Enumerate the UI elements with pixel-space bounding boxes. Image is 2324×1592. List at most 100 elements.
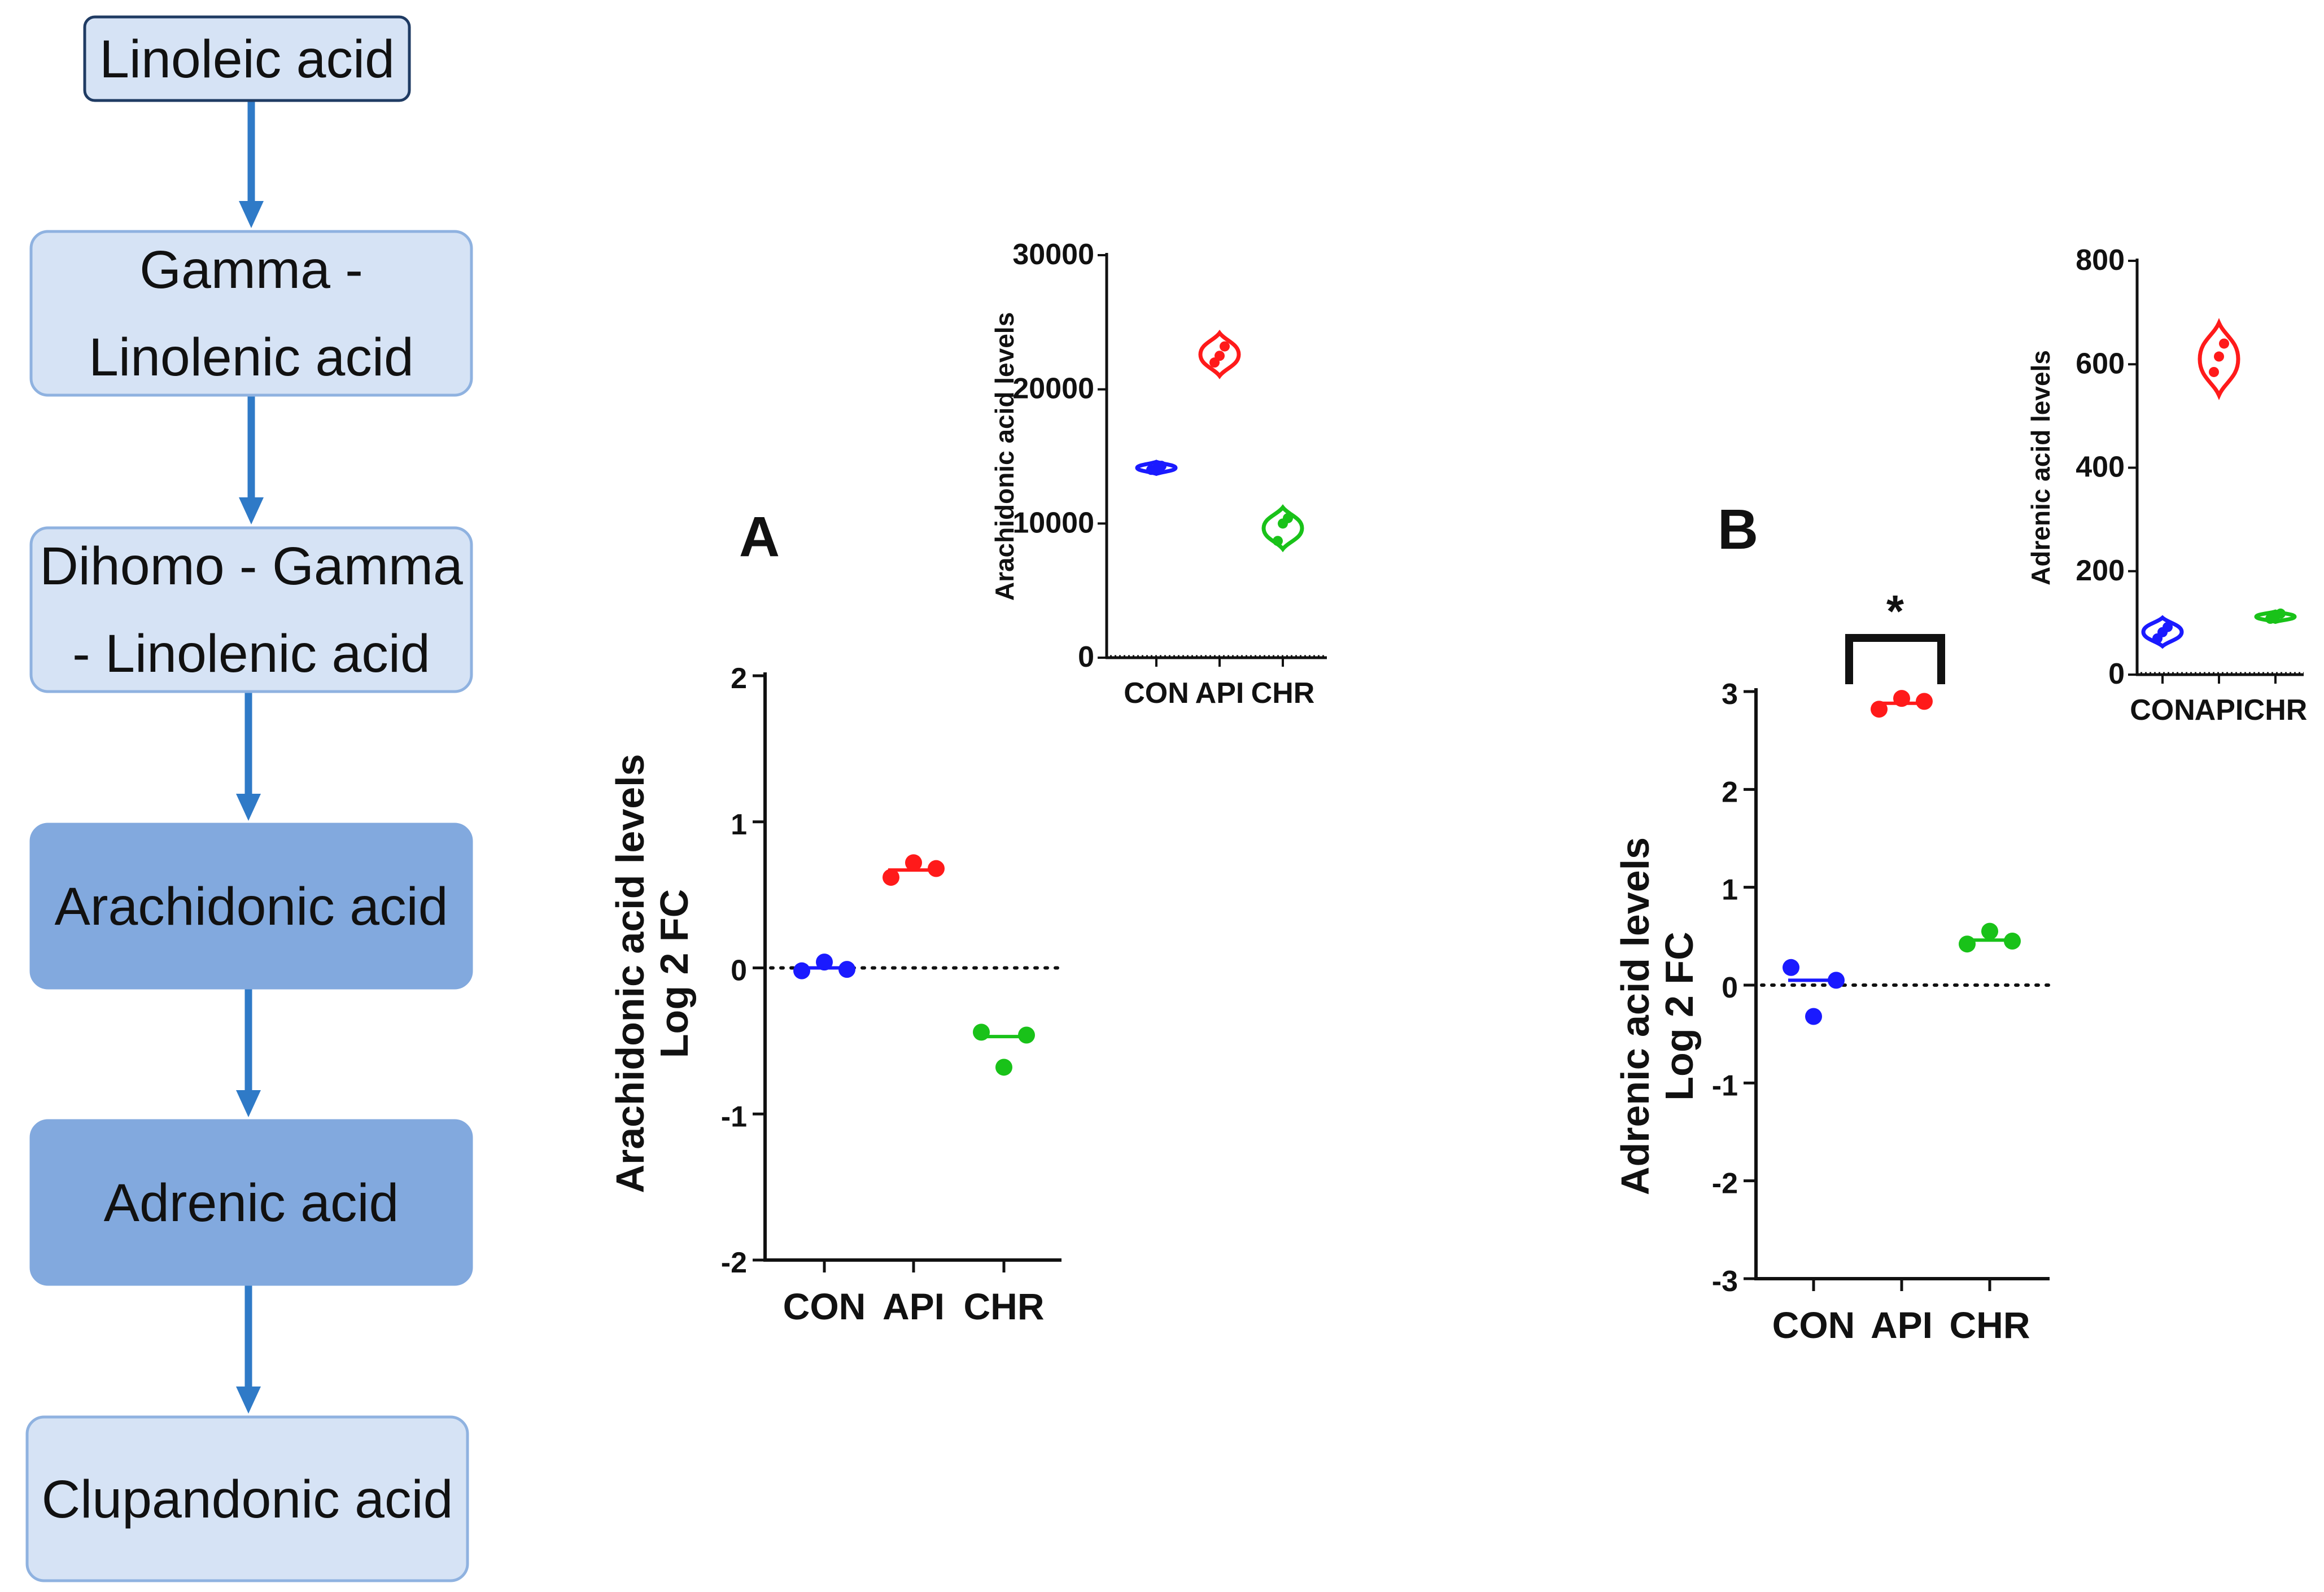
data-point [816, 954, 833, 971]
pathway-step-box [29, 526, 473, 693]
data-point [1828, 972, 1845, 989]
y-tick-label: 1 [731, 808, 747, 841]
y-tick-label: -1 [721, 1100, 747, 1133]
pathway-step-label: Clupandonic acid [42, 1469, 453, 1529]
data-point [928, 860, 945, 877]
violin-point [2214, 351, 2224, 362]
pathway-step-label: Arachidonic acid [54, 877, 448, 937]
y-axis-label-line: Adrenic acid levels [1613, 837, 1657, 1195]
y-axis-label: Arachidonic acid levels Log 2 FC [608, 754, 696, 1193]
pathway-step-label: Linoleic acid [99, 29, 395, 89]
inset-x-tick-label: CON [2130, 694, 2195, 727]
y-tick-label: 0 [731, 955, 747, 987]
data-point [1018, 1026, 1035, 1044]
y-tick-label: -3 [1712, 1265, 1738, 1298]
data-point [1783, 959, 1799, 976]
data-point [2004, 933, 2021, 950]
y-axis-label-line: Log 2 FC [652, 889, 696, 1058]
pathway-step-box [25, 1415, 469, 1582]
violin-shape [2198, 318, 2240, 400]
pathway-arrow-head [239, 201, 264, 228]
x-tick-label: API [883, 1285, 945, 1327]
inset-x-tick-label: CHR [2244, 694, 2308, 727]
pathway-step: Gamma - Linolenic acid [29, 230, 473, 397]
x-tick-label: API [1871, 1304, 1933, 1346]
y-tick-label: 3 [1722, 678, 1738, 711]
y-tick-label: 2 [731, 662, 747, 695]
violin-shape [1135, 460, 1178, 476]
chart-a-inset: 0 10000 20000 30000 CON API CHR Arachidonic aci… [990, 238, 1327, 710]
chart-b-main: -3 -2 -1 0 1 2 3 CON API CHR Adrenic acid levels Lo… [1613, 498, 2051, 1346]
data-point [995, 1059, 1012, 1076]
inset-x-tick-label: CON [1124, 677, 1189, 710]
violin-shape [1261, 504, 1304, 553]
inset-y-tick-label: 400 [2076, 451, 2125, 484]
inset-y-tick-label: 600 [2076, 347, 2125, 380]
pathway-step-label: Gamma - [139, 240, 363, 300]
data-point [793, 962, 810, 979]
violin-point [2209, 366, 2219, 377]
violin-point [1220, 341, 1230, 352]
x-tick-label: CON [783, 1285, 866, 1327]
inset-y-tick-label: 10000 [1012, 506, 1094, 539]
inset-y-tick-label: 20000 [1012, 373, 1094, 405]
violin-point [2219, 338, 2229, 349]
violin-point [1273, 536, 1283, 546]
x-tick-label: CHR [964, 1285, 1045, 1327]
inset-y-tick-label: 0 [2108, 658, 2125, 690]
y-axis-label-line: Arachidonic acid levels [608, 754, 652, 1193]
chart-a-main: -2 -1 0 1 2 CON API CHR Arachidonic acid levels L… [608, 505, 1063, 1327]
data-point [1871, 701, 1888, 718]
inset-x-tick-label: API [2195, 694, 2244, 727]
data-point [973, 1024, 990, 1041]
pathway-step-label: - Linolenic acid [72, 624, 430, 684]
violin-shape [2141, 615, 2184, 649]
inset-y-tick-label: 800 [2076, 244, 2125, 277]
violin-point [2270, 611, 2281, 622]
y-tick-label: -2 [1712, 1167, 1738, 1200]
inset-y-tick-label: 0 [1078, 641, 1094, 673]
data-point [1805, 1008, 1822, 1025]
y-tick-label: 2 [1722, 776, 1738, 808]
data-point [1916, 693, 1933, 710]
y-tick-label: 0 [1722, 972, 1738, 1004]
inset-y-tick-label: 30000 [1012, 238, 1094, 271]
data-point [883, 869, 899, 886]
data-point [1893, 690, 1910, 707]
y-axis-label-line: Log 2 FC [1657, 931, 1701, 1100]
pathway-step-label: Linolenic acid [89, 327, 414, 387]
y-tick-label: 1 [1722, 874, 1738, 907]
panel-label: B [1718, 498, 1758, 561]
pathway-step-label: Dihomo - Gamma [40, 536, 463, 596]
violin-point [1278, 518, 1288, 529]
significance-bracket [1845, 634, 1945, 684]
panel-label: A [739, 505, 780, 568]
pathway-step: Dihomo - Gamma - Linolenic acid [29, 526, 473, 693]
pathway-step-label: Adrenic acid [104, 1173, 399, 1233]
violin-point [1151, 463, 1161, 474]
violin-shape [2254, 609, 2297, 624]
pathway-arrow-head [236, 794, 261, 821]
violin-point [2157, 627, 2168, 637]
pathway-arrow-head [236, 1387, 261, 1414]
pathway-arrow-head [236, 1090, 261, 1117]
pathway-step: Adrenic acid [29, 1119, 473, 1286]
pathway-diagram: Linoleic acid Gamma - Linolenic acid Dihomo… [25, 15, 473, 1582]
pathway-step: Clupandonic acid [25, 1415, 469, 1582]
pathway-step-box [83, 15, 411, 102]
inset-y-axis-label: Adrenic acid levels [2026, 350, 2055, 585]
inset-x-tick-label: CHR [1251, 677, 1315, 710]
inset-x-tick-label: API [1195, 677, 1244, 710]
data-point [905, 854, 922, 872]
pathway-step: Linoleic acid [83, 15, 411, 102]
pathway-step-box [29, 1119, 473, 1286]
significance-star: * [1886, 586, 1904, 636]
pathway-arrow-head [239, 497, 264, 524]
data-point [1959, 935, 1976, 953]
data-point [1981, 922, 1998, 940]
pathway-step-box [29, 823, 473, 990]
inset-y-tick-label: 200 [2076, 554, 2125, 587]
pathway-step-box [29, 230, 473, 397]
